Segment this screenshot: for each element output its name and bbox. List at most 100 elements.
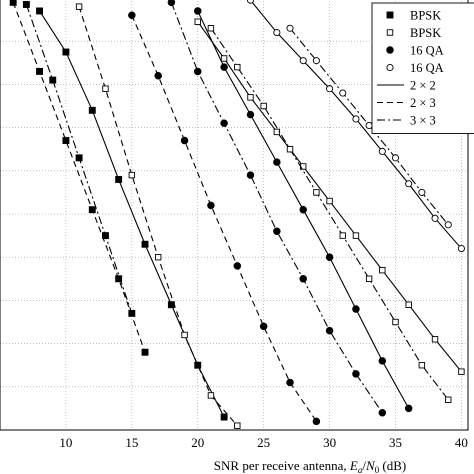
data-point	[392, 318, 399, 326]
data-point	[273, 158, 281, 166]
data-point	[22, 1, 30, 8]
data-point	[115, 175, 123, 183]
x-tick-label: 35	[389, 435, 402, 450]
legend-entry: BPSK	[386, 9, 441, 23]
data-point	[247, 94, 254, 101]
series-7	[128, 11, 321, 426]
data-point	[431, 214, 439, 222]
legend-entry: BPSK	[386, 26, 441, 40]
legend-label: 2 × 2	[410, 79, 436, 93]
data-point	[102, 232, 109, 240]
data-point	[299, 57, 307, 65]
data-point	[339, 232, 346, 239]
data-point	[128, 11, 136, 20]
data-point	[234, 63, 241, 71]
data-point	[36, 67, 43, 75]
x-tick-label: 10	[59, 435, 72, 450]
legend-label: 16 QA	[410, 44, 444, 58]
series-8	[167, 0, 387, 417]
legend-entry: 3 × 3	[377, 114, 436, 128]
series-4	[75, 3, 241, 429]
data-point	[299, 205, 307, 214]
x-tick-label: 15	[125, 435, 138, 450]
data-point	[246, 110, 255, 119]
data-point	[141, 240, 149, 248]
data-point	[194, 18, 201, 25]
series-line	[78, 6, 238, 427]
data-point	[62, 48, 70, 56]
x-axis-label: SNR per receive antenna, Ea/N0 (dB)	[214, 458, 406, 474]
data-point	[312, 57, 320, 65]
data-point	[378, 357, 387, 365]
data-point	[194, 361, 202, 369]
data-point	[379, 266, 386, 274]
data-point	[193, 67, 202, 76]
data-point	[9, 0, 17, 6]
series-5	[207, 25, 452, 403]
data-point	[352, 115, 360, 123]
data-point	[233, 262, 242, 270]
data-point	[207, 392, 215, 399]
series-line	[12, 2, 146, 353]
data-point	[273, 128, 281, 136]
data-point	[259, 322, 268, 331]
data-point	[326, 197, 333, 205]
series-6	[193, 7, 413, 413]
legend-label: BPSK	[410, 9, 441, 23]
data-point	[418, 188, 426, 196]
data-point	[154, 253, 162, 261]
data-point	[431, 336, 439, 343]
data-point	[391, 154, 400, 162]
legend-marker	[386, 63, 394, 72]
series-10	[286, 24, 452, 229]
data-point	[220, 119, 228, 128]
data-point	[325, 326, 334, 335]
data-point	[457, 245, 465, 253]
data-point	[75, 154, 83, 162]
data-point	[325, 253, 334, 261]
legend-label: BPSK	[410, 26, 441, 40]
legend-marker	[386, 29, 394, 36]
x-tick-label: 25	[257, 435, 270, 450]
data-point	[193, 7, 202, 15]
legend-label: 3 × 3	[410, 114, 436, 128]
data-point	[299, 275, 307, 283]
data-point	[378, 147, 386, 155]
data-point	[246, 171, 255, 179]
series-line	[39, 10, 225, 418]
x-tick-labels: 10 15 20 25 30 35 40	[59, 435, 467, 450]
series-2	[22, 1, 136, 317]
legend: BPSK BPSK 16 QA 16 QA 2 × 2 2 × 3 3 × 3	[371, 2, 474, 134]
data-point	[220, 55, 228, 62]
series-line	[170, 2, 383, 414]
legend-marker	[386, 46, 394, 54]
series-line	[210, 27, 449, 401]
data-point	[352, 305, 360, 313]
data-point	[220, 413, 228, 421]
legend-marker	[386, 11, 394, 19]
data-point	[181, 331, 188, 339]
data-point	[88, 206, 96, 214]
legend-entry: 2 × 3	[377, 96, 436, 110]
data-point	[273, 227, 281, 236]
series-1	[9, 0, 149, 356]
series-layer	[9, 0, 465, 429]
data-point	[154, 72, 162, 80]
data-point	[286, 378, 294, 387]
data-point	[405, 180, 413, 188]
data-point	[444, 221, 452, 229]
x-tick-label: 20	[191, 435, 204, 450]
data-point	[286, 24, 294, 32]
data-point	[62, 137, 70, 145]
data-point	[312, 417, 321, 426]
series-0	[36, 7, 228, 421]
data-point	[36, 7, 43, 15]
data-point	[326, 85, 334, 93]
x-tick-label: 30	[323, 435, 336, 450]
legend-entry: 2 × 2	[377, 79, 436, 93]
data-point	[445, 396, 452, 403]
data-point	[458, 368, 465, 375]
data-point	[313, 189, 320, 196]
data-point	[404, 404, 413, 413]
